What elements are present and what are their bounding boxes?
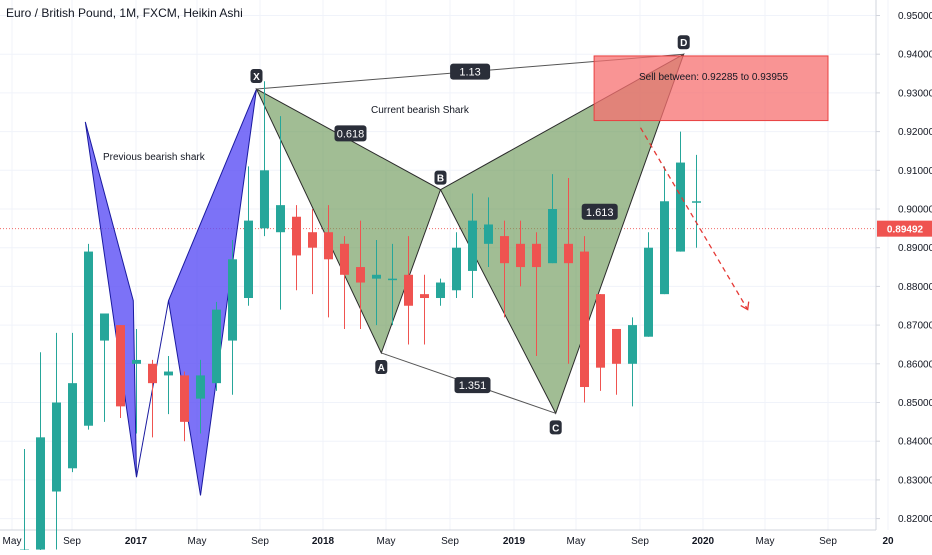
y-tick-label: 0.83000 [898, 475, 932, 486]
candle-body [52, 403, 61, 492]
point-label: D [680, 38, 687, 49]
x-tick-label: Sep [819, 536, 837, 547]
candle-body [276, 205, 285, 232]
candle-body [68, 383, 77, 468]
x-tick-label: Sep [441, 536, 459, 547]
candle-body [164, 372, 173, 376]
candle-body [628, 325, 637, 364]
candle-body [308, 232, 317, 247]
x-tick-label: May [567, 536, 586, 547]
point-label: A [378, 363, 385, 374]
candle-body [340, 244, 349, 275]
sell-zone-label: Sell between: 0.92285 to 0.93955 [639, 72, 788, 83]
sell-zone [594, 56, 828, 121]
y-tick-label: 0.94000 [898, 50, 932, 61]
candle-body [148, 364, 157, 383]
candle-body [180, 375, 189, 421]
candle-body [612, 329, 621, 364]
x-tick-label: Sep [63, 536, 81, 547]
x-tick-label: May [756, 536, 775, 547]
ratio-label: 0.618 [337, 128, 365, 140]
prev-shark-right [169, 89, 257, 495]
curr-pattern-label: Current bearish Shark [371, 105, 470, 116]
x-tick-label: May [3, 536, 22, 547]
candle-body [644, 248, 653, 337]
projection-arrow [641, 128, 748, 310]
candle-body [116, 325, 125, 406]
candle-body [548, 209, 557, 263]
y-tick-label: 0.89000 [898, 243, 932, 254]
projection-arrowhead [741, 302, 749, 310]
y-tick-label: 0.82000 [898, 514, 932, 525]
candle-body [36, 437, 45, 549]
candle-body [500, 236, 509, 263]
candle-body [692, 201, 701, 203]
x-tick-label: May [377, 536, 396, 547]
candle-body [676, 163, 685, 252]
candle-body [100, 313, 109, 340]
x-tick-label: Sep [631, 536, 649, 547]
candle-body [244, 221, 253, 298]
y-tick-label: 0.88000 [898, 282, 932, 293]
candle-body [404, 275, 413, 306]
y-tick-label: 0.84000 [898, 437, 932, 448]
x-tick-label: Sep [251, 536, 269, 547]
candle-body [324, 232, 333, 259]
candle-body [196, 375, 205, 398]
y-tick-label: 0.93000 [898, 88, 932, 99]
candle-body [372, 275, 381, 279]
candle-body [452, 248, 461, 291]
ratio-label: 1.13 [459, 67, 480, 79]
point-label: B [437, 174, 444, 185]
chart-title: Euro / British Pound, 1M, FXCM, Heikin A… [6, 6, 243, 20]
prev-pattern-label: Previous bearish shark [103, 152, 206, 163]
y-tick-label: 0.86000 [898, 359, 932, 370]
candle-body [660, 201, 669, 294]
candle-body [516, 244, 525, 267]
candle-body [228, 259, 237, 340]
x-tick-label: 2020 [692, 536, 715, 547]
y-tick-label: 0.95000 [898, 11, 932, 22]
candle-body [260, 170, 269, 228]
candle-body [420, 294, 429, 298]
candle-body [580, 252, 589, 387]
candle-body [388, 279, 397, 281]
candle-body [212, 310, 221, 384]
candle-body [132, 360, 141, 364]
x-tick-label: 2018 [312, 536, 335, 547]
price-tag: 0.89492 [887, 225, 924, 236]
x-tick-label: 2019 [503, 536, 526, 547]
y-tick-label: 0.92000 [898, 127, 932, 138]
ratio-label: 1.351 [459, 380, 487, 392]
point-label: C [552, 423, 559, 434]
y-tick-label: 0.90000 [898, 205, 932, 216]
candle-body [532, 244, 541, 267]
y-tick-label: 0.85000 [898, 398, 932, 409]
candle-body [468, 221, 477, 271]
ratio-label: 1.613 [586, 207, 614, 219]
y-tick-label: 0.87000 [898, 321, 932, 332]
candle-body [484, 224, 493, 243]
candle-body [596, 294, 605, 368]
candle-body [436, 283, 445, 298]
candle-body [84, 252, 93, 426]
candle-body [292, 217, 301, 256]
candle-body [564, 244, 573, 263]
x-tick-label: May [188, 536, 207, 547]
x-tick-label: 2017 [125, 536, 148, 547]
candle-body [356, 267, 365, 282]
y-tick-label: 0.91000 [898, 166, 932, 177]
point-label: X [253, 72, 260, 83]
x-tick-label: 20 [882, 536, 894, 547]
